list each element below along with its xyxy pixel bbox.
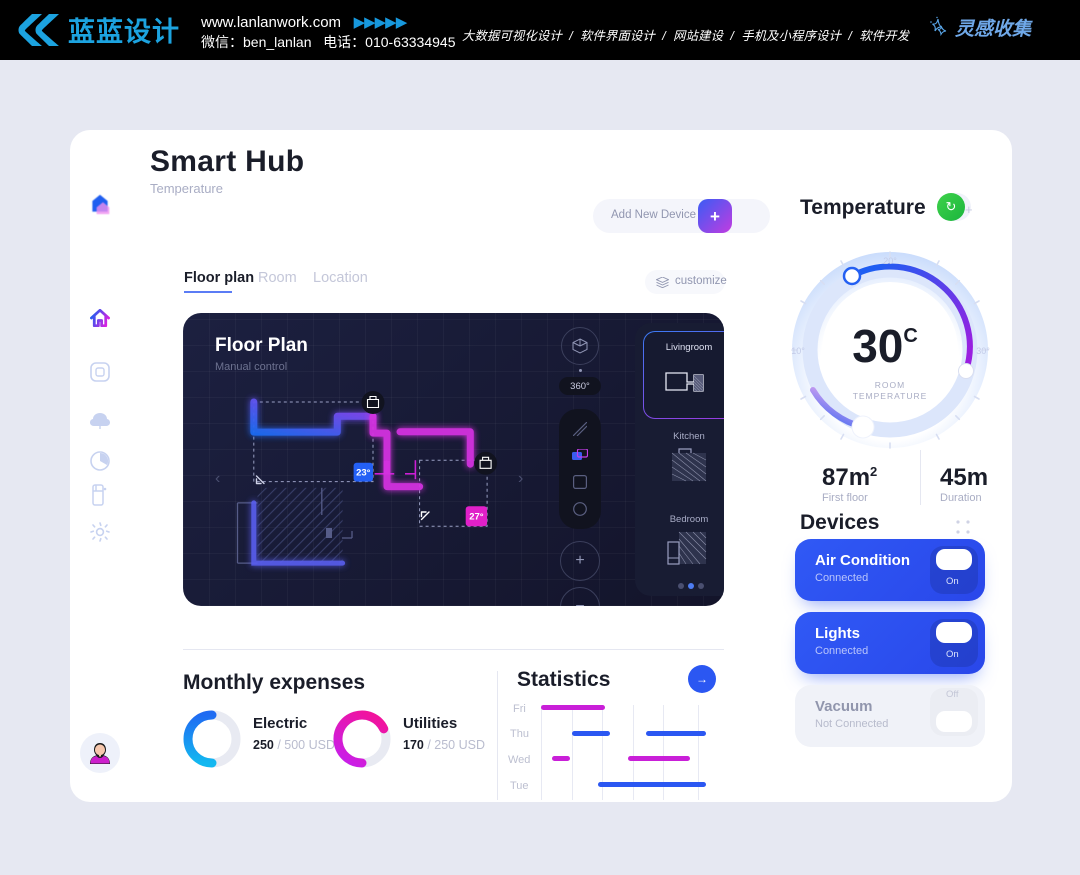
- svg-text:ROOM: ROOM: [875, 380, 905, 390]
- svg-text:30°: 30°: [976, 346, 990, 356]
- svg-text:TEMPERATURE: TEMPERATURE: [853, 391, 928, 401]
- svg-text:27°: 27°: [469, 512, 484, 523]
- svg-text:10°: 10°: [791, 346, 805, 356]
- svg-text:23°: 23°: [356, 468, 371, 479]
- svg-text:20°: 20°: [883, 256, 897, 266]
